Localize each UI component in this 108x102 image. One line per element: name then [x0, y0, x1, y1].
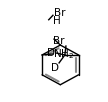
Text: D: D	[51, 63, 59, 73]
Text: Br: Br	[53, 35, 65, 45]
Text: Br: Br	[54, 8, 65, 18]
Text: D: D	[47, 48, 55, 58]
Text: NH$_2$: NH$_2$	[53, 47, 74, 61]
Text: H: H	[53, 16, 61, 26]
